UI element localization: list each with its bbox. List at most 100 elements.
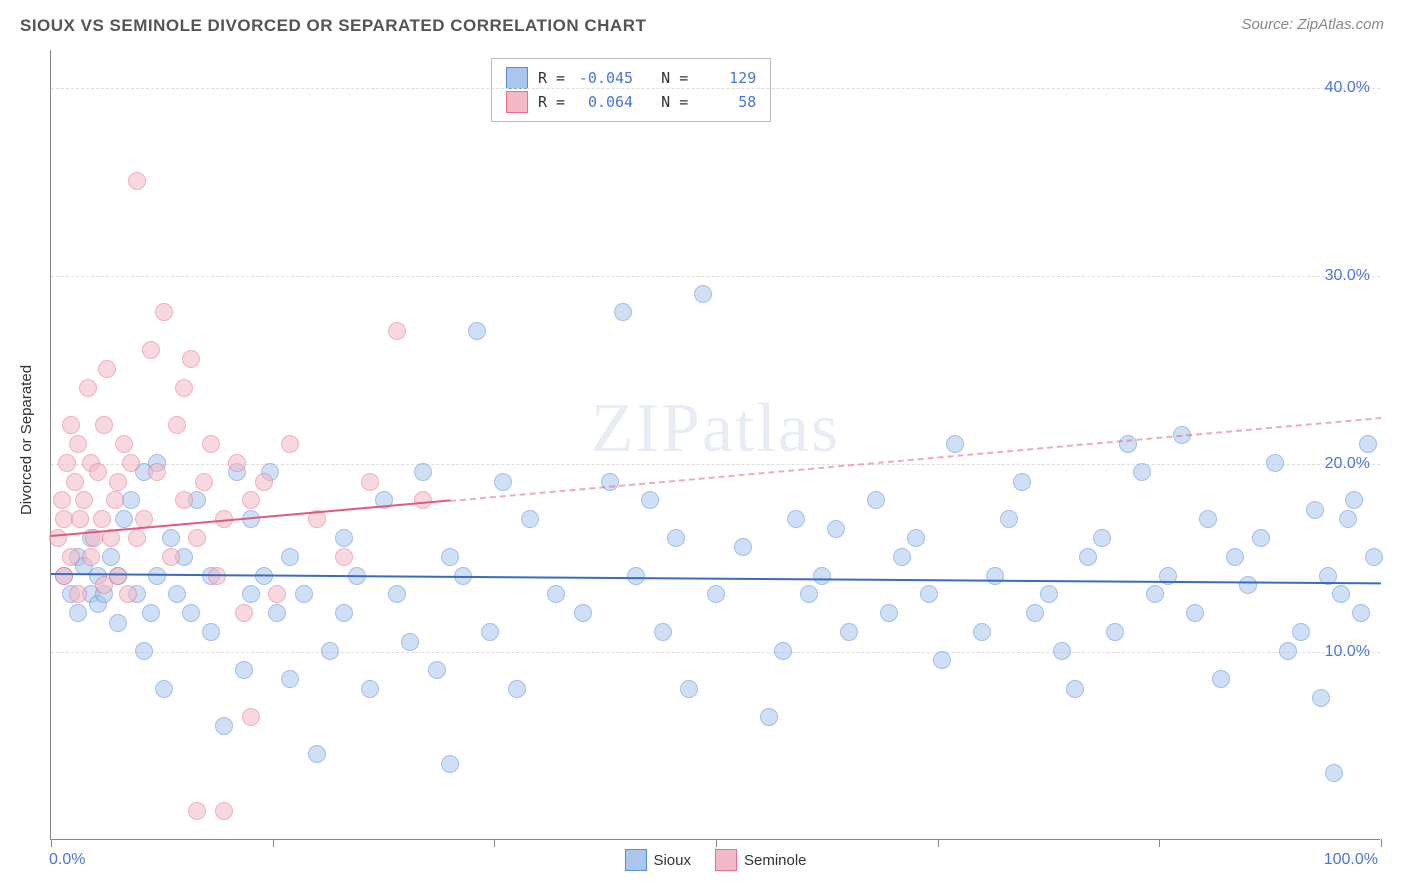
scatter-point [1053,642,1071,660]
scatter-point [93,510,111,528]
scatter-point [361,473,379,491]
scatter-point [281,435,299,453]
scatter-point [89,463,107,481]
x-tick [938,839,939,847]
scatter-point [508,680,526,698]
legend-n-label: N = [643,93,688,111]
scatter-point [1093,529,1111,547]
scatter-point [215,717,233,735]
gridline [51,88,1380,89]
scatter-point [155,680,173,698]
scatter-point [494,473,512,491]
scatter-point [787,510,805,528]
scatter-point [1252,529,1270,547]
scatter-point [335,604,353,622]
x-tick [1381,839,1382,847]
scatter-point [893,548,911,566]
scatter-point [295,585,313,603]
scatter-point [1359,435,1377,453]
legend-correlation: R =-0.045 N =129R =0.064 N =58 [491,58,771,122]
scatter-point [388,322,406,340]
scatter-point [920,585,938,603]
scatter-point [79,379,97,397]
scatter-point [168,585,186,603]
scatter-point [1000,510,1018,528]
scatter-point [71,510,89,528]
scatter-point [168,416,186,434]
scatter-point [547,585,565,603]
scatter-point [335,529,353,547]
scatter-point [182,604,200,622]
legend-r-label: R = [538,93,565,111]
scatter-point [1266,454,1284,472]
scatter-point [55,567,73,585]
legend-row: R =0.064 N =58 [506,91,756,113]
scatter-point [1306,501,1324,519]
scatter-point [1352,604,1370,622]
scatter-point [1345,491,1363,509]
legend-n-value: 129 [698,69,756,87]
chart-title: SIOUX VS SEMINOLE DIVORCED OR SEPARATED … [20,16,646,36]
scatter-point [734,538,752,556]
scatter-point [75,491,93,509]
scatter-point [574,604,592,622]
scatter-point [109,614,127,632]
scatter-point [268,604,286,622]
scatter-point [128,172,146,190]
scatter-point [627,567,645,585]
scatter-point [1239,576,1257,594]
trend-line [51,573,1381,584]
scatter-point [1292,623,1310,641]
x-tick [716,839,717,847]
scatter-point [481,623,499,641]
scatter-point [441,755,459,773]
legend-swatch [506,91,528,113]
scatter-point [1186,604,1204,622]
scatter-point [109,567,127,585]
scatter-point [414,463,432,481]
legend-swatch [715,849,737,871]
scatter-point [255,473,273,491]
scatter-point [115,435,133,453]
scatter-point [880,604,898,622]
scatter-point [175,379,193,397]
scatter-point [774,642,792,660]
scatter-point [188,802,206,820]
scatter-point [49,529,67,547]
scatter-point [973,623,991,641]
scatter-point [388,585,406,603]
legend-r-value: 0.064 [575,93,633,111]
legend-row: R =-0.045 N =129 [506,67,756,89]
scatter-point [281,548,299,566]
scatter-point [53,491,71,509]
scatter-point [69,435,87,453]
scatter-point [62,548,80,566]
scatter-point [707,585,725,603]
scatter-point [1339,510,1357,528]
scatter-point [1199,510,1217,528]
scatter-point [441,548,459,566]
legend-item: Seminole [715,849,807,871]
scatter-point [867,491,885,509]
scatter-point [242,708,260,726]
scatter-point [122,491,140,509]
scatter-point [102,548,120,566]
scatter-point [235,604,253,622]
scatter-point [641,491,659,509]
scatter-point [1212,670,1230,688]
source-credit: Source: ZipAtlas.com [1241,16,1384,33]
scatter-point [1026,604,1044,622]
scatter-point [1279,642,1297,660]
scatter-point [521,510,539,528]
scatter-point [308,745,326,763]
scatter-point [242,491,260,509]
scatter-point [98,360,116,378]
scatter-point [202,435,220,453]
scatter-point [827,520,845,538]
y-axis-title: Divorced or Separated [18,365,35,515]
scatter-point [268,585,286,603]
x-tick [273,839,274,847]
scatter-point [281,670,299,688]
y-tick-label: 20.0% [1325,455,1370,473]
scatter-point [1013,473,1031,491]
